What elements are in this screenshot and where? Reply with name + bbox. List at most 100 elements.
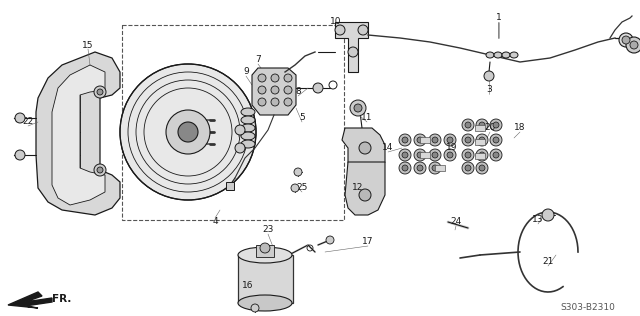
Polygon shape <box>342 128 385 180</box>
Bar <box>475 153 485 159</box>
Circle shape <box>284 74 292 82</box>
Text: 5: 5 <box>299 113 305 123</box>
Circle shape <box>15 150 25 160</box>
Circle shape <box>260 243 270 253</box>
Circle shape <box>429 134 441 146</box>
Ellipse shape <box>238 247 292 263</box>
Circle shape <box>490 134 502 146</box>
Text: 12: 12 <box>352 184 364 192</box>
Circle shape <box>479 165 485 171</box>
Bar <box>238 255 293 303</box>
Ellipse shape <box>241 108 255 116</box>
Text: FR.: FR. <box>52 294 72 304</box>
Circle shape <box>484 71 494 81</box>
Circle shape <box>271 86 279 94</box>
Text: 21: 21 <box>542 258 554 266</box>
Circle shape <box>402 137 408 143</box>
Circle shape <box>476 149 488 161</box>
Circle shape <box>447 152 453 158</box>
Circle shape <box>493 122 499 128</box>
Text: 6: 6 <box>235 125 241 135</box>
Circle shape <box>414 149 426 161</box>
Text: 8: 8 <box>295 88 301 96</box>
Circle shape <box>465 152 471 158</box>
Circle shape <box>542 209 554 221</box>
Text: 3: 3 <box>486 86 492 94</box>
Circle shape <box>178 122 198 142</box>
Ellipse shape <box>238 295 292 311</box>
Text: 4: 4 <box>212 217 218 227</box>
Ellipse shape <box>502 52 510 58</box>
Ellipse shape <box>241 132 255 140</box>
Circle shape <box>294 168 302 176</box>
Ellipse shape <box>486 52 494 58</box>
Circle shape <box>354 104 362 112</box>
Text: 24: 24 <box>451 217 461 227</box>
Circle shape <box>462 134 474 146</box>
Circle shape <box>402 152 408 158</box>
Ellipse shape <box>241 140 255 148</box>
Circle shape <box>444 134 456 146</box>
Circle shape <box>97 89 103 95</box>
Bar <box>122 25 344 220</box>
Circle shape <box>462 119 474 131</box>
Circle shape <box>429 149 441 161</box>
Circle shape <box>476 162 488 174</box>
Circle shape <box>359 142 371 154</box>
Circle shape <box>479 122 485 128</box>
Circle shape <box>358 25 368 35</box>
Polygon shape <box>252 68 296 115</box>
Circle shape <box>465 137 471 143</box>
Circle shape <box>622 36 630 44</box>
Circle shape <box>326 236 334 244</box>
Circle shape <box>258 74 266 82</box>
Circle shape <box>465 122 471 128</box>
Circle shape <box>284 98 292 106</box>
Circle shape <box>120 64 256 200</box>
Circle shape <box>465 165 471 171</box>
Bar <box>435 165 445 171</box>
Text: 13: 13 <box>532 216 544 224</box>
Polygon shape <box>8 292 52 308</box>
Circle shape <box>359 189 371 201</box>
Bar <box>475 125 485 131</box>
Circle shape <box>619 33 633 47</box>
Ellipse shape <box>241 116 255 124</box>
Bar <box>420 152 430 158</box>
Circle shape <box>15 113 25 123</box>
Text: 23: 23 <box>262 226 274 234</box>
Circle shape <box>626 37 640 53</box>
Polygon shape <box>345 162 385 215</box>
Circle shape <box>493 152 499 158</box>
Circle shape <box>432 152 438 158</box>
Circle shape <box>630 41 638 49</box>
Circle shape <box>94 86 106 98</box>
Ellipse shape <box>510 52 518 58</box>
Circle shape <box>399 134 411 146</box>
Circle shape <box>462 162 474 174</box>
Text: 1: 1 <box>496 14 502 22</box>
Circle shape <box>493 137 499 143</box>
Circle shape <box>476 134 488 146</box>
Bar <box>256 245 274 257</box>
Circle shape <box>432 165 438 171</box>
Circle shape <box>462 149 474 161</box>
Text: 19: 19 <box>446 143 458 153</box>
Ellipse shape <box>241 124 255 132</box>
Bar <box>420 137 430 143</box>
Circle shape <box>271 98 279 106</box>
Circle shape <box>414 134 426 146</box>
Circle shape <box>258 86 266 94</box>
Circle shape <box>251 304 259 312</box>
Circle shape <box>235 125 245 135</box>
Circle shape <box>479 152 485 158</box>
Text: 16: 16 <box>243 281 253 289</box>
Circle shape <box>284 86 292 94</box>
Circle shape <box>417 165 423 171</box>
Circle shape <box>417 137 423 143</box>
Polygon shape <box>226 182 234 190</box>
Text: 25: 25 <box>296 184 308 192</box>
Circle shape <box>490 149 502 161</box>
Text: 9: 9 <box>243 68 249 76</box>
Circle shape <box>271 74 279 82</box>
